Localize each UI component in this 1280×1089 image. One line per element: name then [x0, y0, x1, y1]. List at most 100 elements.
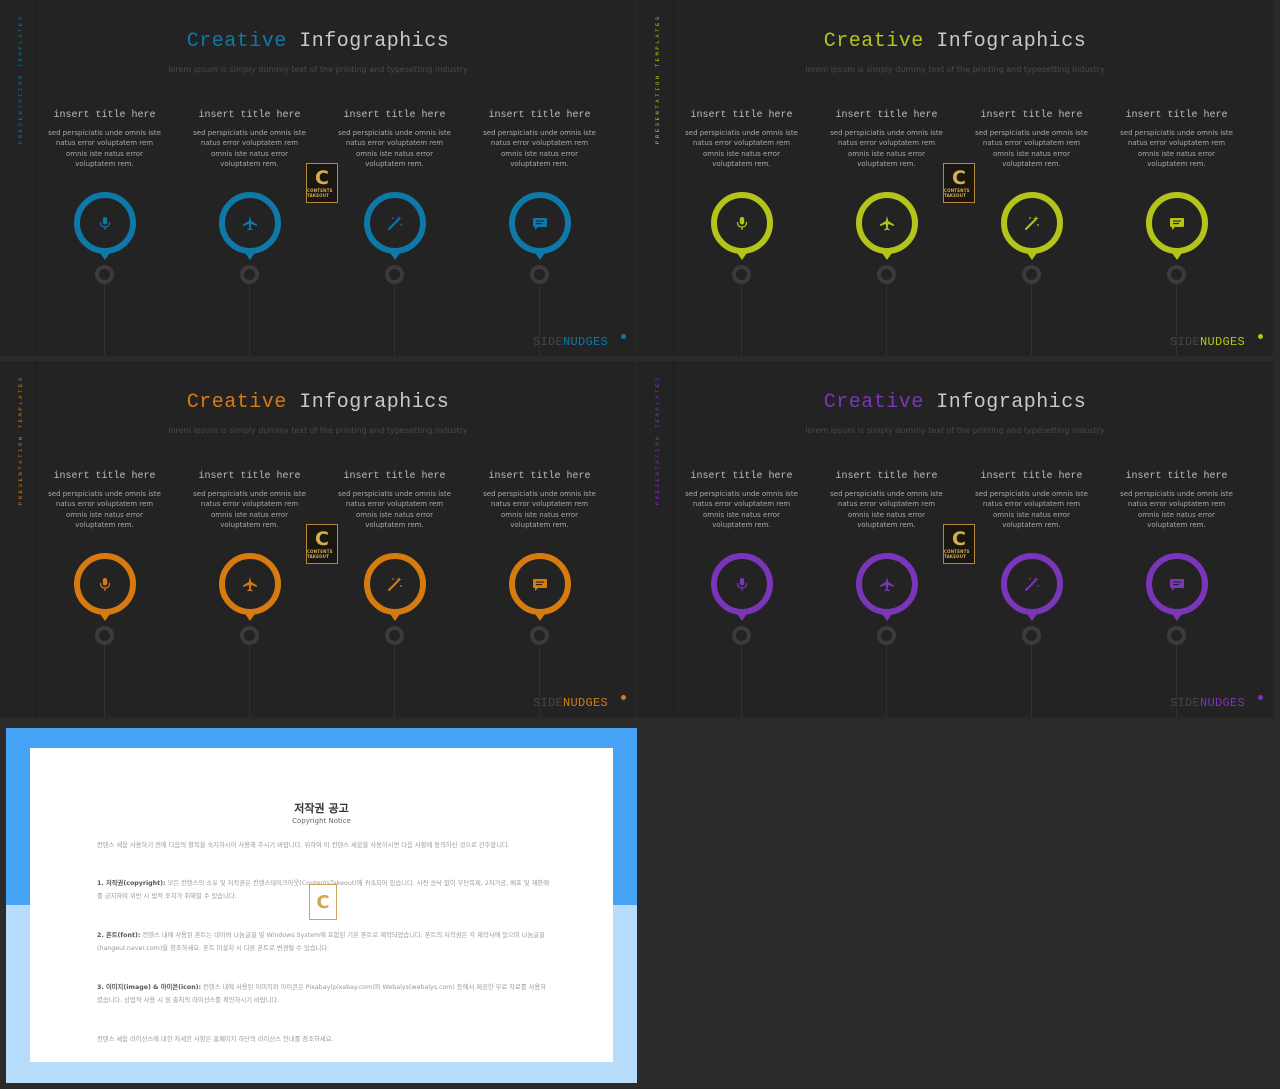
location-pin-marker — [1146, 192, 1208, 260]
location-pin-marker — [509, 553, 571, 621]
slide-subtitle: lorem ipsum is simply dummy text of the … — [168, 426, 468, 435]
logo-letter: C — [315, 527, 329, 550]
accent-dot — [1258, 334, 1263, 339]
chat-bubble-icon — [1170, 218, 1184, 230]
title-rest: Infographics — [299, 30, 450, 53]
microphone-icon — [99, 217, 111, 230]
logo-letter: C — [315, 166, 329, 189]
logo-text: CONTENTS TAKEOUT — [944, 548, 970, 559]
location-pin-marker — [711, 553, 773, 621]
item-title: insert title here — [690, 471, 793, 482]
connector-line — [886, 282, 887, 356]
item-body: sed perspiciatis unde omnis iste natus e… — [48, 129, 161, 169]
item-title: insert title here — [343, 471, 446, 482]
location-pin-marker — [1001, 553, 1063, 621]
item-body: sed perspiciatis unde omnis iste natus e… — [483, 129, 596, 169]
copyright-section-1: 1. 저작권(copyright): 모든 컨텐스의 소유 및 저작권은 컨텐스… — [97, 878, 549, 904]
item-title: insert title here — [53, 471, 156, 482]
item-body: sed perspiciatis unde omnis iste natus e… — [193, 490, 306, 530]
item-title: insert title here — [488, 471, 591, 482]
timeline-node — [95, 265, 114, 284]
slide-lime: PRESENTATION TEMPLATES Creative Infograph… — [637, 0, 1273, 356]
location-pin-marker — [856, 192, 918, 260]
logo-letter: C — [952, 527, 966, 550]
side-strip — [0, 361, 37, 717]
copyright-section-2-heading: 2. 폰트(font): — [97, 932, 141, 939]
timeline-node — [530, 626, 549, 645]
magic-wand-icon — [388, 216, 402, 230]
item-body: sed perspiciatis unde omnis iste natus e… — [685, 129, 798, 169]
timeline-node — [732, 265, 751, 284]
connector-line — [104, 643, 105, 717]
location-pin-marker — [219, 553, 281, 621]
item-body: sed perspiciatis unde omnis iste natus e… — [483, 490, 596, 530]
timeline-node — [530, 265, 549, 284]
timeline-node — [1022, 626, 1041, 645]
timeline-node — [385, 626, 404, 645]
timeline-node — [385, 265, 404, 284]
item-title: insert title here — [980, 471, 1083, 482]
brand-part-2: NUDGES — [562, 696, 608, 710]
copyright-section-3-heading: 3. 이미지(image) & 아이콘(icon): — [97, 984, 202, 991]
infographic-item: insert title here sed perspiciatis unde … — [467, 0, 612, 356]
infographic-item: insert title here sed perspiciatis unde … — [177, 361, 322, 717]
contents-logo: C — [309, 884, 337, 920]
connector-line — [394, 282, 395, 356]
item-title: insert title here — [343, 110, 446, 121]
timeline-node — [1167, 626, 1186, 645]
title-rest: Infographics — [936, 391, 1087, 414]
item-body: sed perspiciatis unde omnis iste natus e… — [48, 490, 161, 530]
copyright-section-3: 3. 이미지(image) & 아이콘(icon): 컨텐스 내에 사용된 이미… — [97, 982, 549, 1008]
slide-title: Creative Infographics — [637, 30, 1273, 53]
side-strip — [0, 0, 37, 356]
slide-orange: PRESENTATION TEMPLATES Creative Infograph… — [0, 361, 636, 717]
magic-wand-icon — [388, 577, 402, 591]
connector-line — [741, 282, 742, 356]
magic-wand-icon — [1025, 577, 1039, 591]
connector-line — [539, 643, 540, 717]
slide-title: Creative Infographics — [0, 30, 636, 53]
item-title: insert title here — [1125, 110, 1228, 121]
location-pin-marker — [364, 553, 426, 621]
copyright-title: 저작권 공고 — [294, 802, 349, 815]
title-accent: Creative — [823, 30, 924, 53]
location-pin-marker — [219, 192, 281, 260]
brand-part-1: SIDE — [1169, 335, 1200, 349]
infographic-item: insert title here sed perspiciatis unde … — [814, 361, 959, 717]
timeline-node — [1022, 265, 1041, 284]
item-body: sed perspiciatis unde omnis iste natus e… — [975, 490, 1088, 530]
item-title: insert title here — [690, 110, 793, 121]
infographic-item: insert title here sed perspiciatis unde … — [959, 361, 1104, 717]
location-pin-marker — [74, 192, 136, 260]
contents-logo: C CONTENTS TAKEOUT — [943, 163, 975, 203]
item-body: sed perspiciatis unde omnis iste natus e… — [685, 490, 798, 530]
connector-line — [1031, 643, 1032, 717]
brand-logo: SIDENUDGES — [1170, 335, 1245, 349]
copyright-section-2-body: 컨텐스 내에 사용된 폰트는 네이버 나눔글꼴 및 Windows System… — [97, 932, 545, 952]
timeline-node — [877, 265, 896, 284]
copyright-section-2: 2. 폰트(font): 컨텐스 내에 사용된 폰트는 네이버 나눔글꼴 및 W… — [97, 930, 549, 956]
location-pin-marker — [1146, 553, 1208, 621]
infographic-item: insert title here sed perspiciatis unde … — [32, 0, 177, 356]
connector-line — [249, 282, 250, 356]
infographic-item: insert title here sed perspiciatis unde … — [1104, 361, 1249, 717]
slide-subtitle: lorem ipsum is simply dummy text of the … — [805, 426, 1105, 435]
chat-bubble-icon — [533, 579, 547, 591]
item-title: insert title here — [198, 471, 301, 482]
brand-part-2: NUDGES — [562, 335, 608, 349]
timeline-node — [95, 626, 114, 645]
infographic-item: insert title here sed perspiciatis unde … — [814, 0, 959, 356]
contents-logo-letter: C — [316, 891, 330, 913]
location-pin-marker — [364, 192, 426, 260]
timeline-node — [877, 626, 896, 645]
side-strip — [637, 0, 674, 356]
logo-text: CONTENTS TAKEOUT — [307, 187, 333, 198]
timeline-node — [240, 265, 259, 284]
item-body: sed perspiciatis unde omnis iste natus e… — [1120, 129, 1233, 169]
item-title: insert title here — [198, 110, 301, 121]
logo-text: CONTENTS TAKEOUT — [307, 548, 333, 559]
slide-purple: PRESENTATION TEMPLATES Creative Infograph… — [637, 361, 1273, 717]
accent-dot — [621, 334, 626, 339]
title-accent: Creative — [823, 391, 924, 414]
timeline-node — [732, 626, 751, 645]
